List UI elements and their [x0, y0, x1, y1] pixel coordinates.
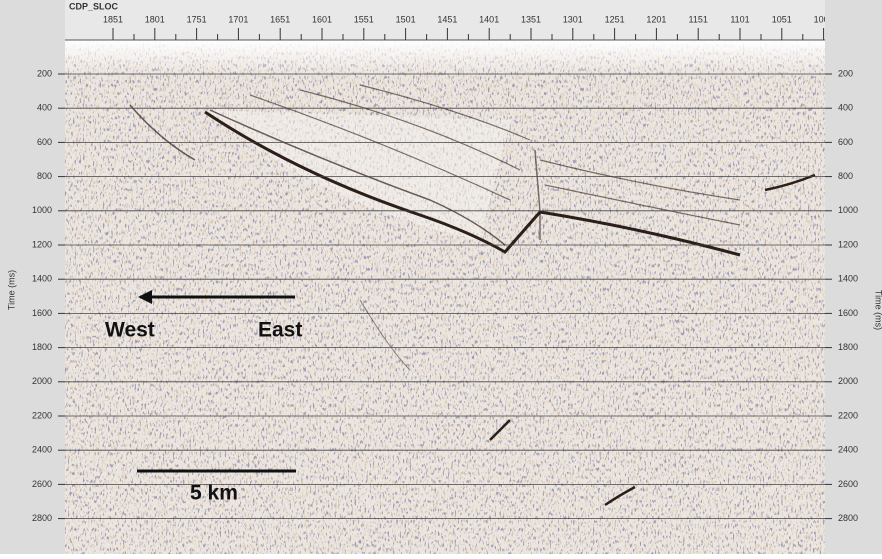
time-tick-label-right: 2600: [838, 479, 858, 489]
time-tick-label: 1000: [32, 205, 52, 215]
time-tick-label-right: 2400: [838, 445, 858, 455]
time-tick-label-right: 400: [838, 103, 853, 113]
time-tick-label-right: 1800: [838, 342, 858, 352]
time-tick-label-right: 1400: [838, 274, 858, 284]
time-tick-label-right: 800: [838, 171, 853, 181]
scale-label: 5 km: [190, 482, 238, 505]
time-tick-label: 2200: [32, 410, 52, 420]
header-label: CDP_SLOC: [69, 1, 119, 11]
time-tick-label: 200: [37, 68, 52, 78]
time-tick-label: 1600: [32, 308, 52, 318]
cdp-tick-label: 1101: [730, 14, 749, 24]
water-column: [65, 40, 825, 75]
cdp-tick-label: 1701: [228, 14, 248, 24]
east-label: East: [258, 319, 302, 342]
y-axis-label: Time (ms): [6, 270, 16, 310]
cdp-tick-label: 1601: [312, 14, 332, 24]
time-tick-label-right: 2200: [838, 410, 858, 420]
cdp-tick-label: 1051: [772, 14, 792, 24]
cdp-tick-label: 1651: [270, 14, 290, 24]
time-tick-label-right: 1000: [838, 205, 858, 215]
time-tick-label-right: 2000: [838, 376, 858, 386]
time-tick-label: 2600: [32, 479, 52, 489]
cdp-tick-label: 1501: [396, 14, 416, 24]
time-tick-label: 1400: [32, 274, 52, 284]
cdp-tick-label: 1251: [605, 14, 625, 24]
time-tick-label: 2800: [32, 513, 52, 523]
time-tick-label-right: 1600: [838, 308, 858, 318]
west-label: West: [105, 319, 155, 342]
cdp-tick-label: 1351: [521, 14, 541, 24]
time-tick-label: 1200: [32, 239, 52, 249]
time-tick-label-right: 600: [838, 137, 853, 147]
cdp-tick-label: 1751: [187, 14, 207, 24]
seismic-figure: CDP_SLOC Time (ms) Time (ms) West East 5…: [0, 0, 882, 554]
cdp-tick-label: 1801: [145, 14, 165, 24]
cdp-tick-label: 1151: [689, 14, 708, 24]
cdp-tick-label: 1851: [103, 14, 123, 24]
time-tick-label: 1800: [32, 342, 52, 352]
y-axis-label-right: Time (ms): [874, 290, 882, 330]
cdp-tick-label: 1301: [563, 14, 583, 24]
cdp-tick-label: 1451: [437, 14, 457, 24]
cdp-tick-label: 1551: [354, 14, 374, 24]
time-tick-label: 2400: [32, 445, 52, 455]
time-tick-label: 800: [37, 171, 52, 181]
time-tick-label-right: 2800: [838, 513, 858, 523]
time-tick-label: 600: [37, 137, 52, 147]
time-tick-label: 400: [37, 103, 52, 113]
time-tick-label-right: 200: [838, 68, 853, 78]
cdp-tick-label: 1401: [479, 14, 499, 24]
time-tick-label-right: 1200: [838, 239, 858, 249]
time-tick-label: 2000: [32, 376, 52, 386]
cdp-tick-label: 1201: [646, 14, 666, 24]
